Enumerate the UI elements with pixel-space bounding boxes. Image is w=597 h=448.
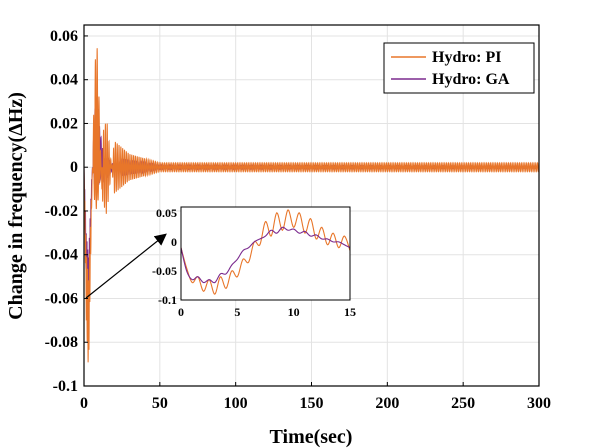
series-line-hydro-pi (84, 48, 539, 363)
inset-x-tick-label: 5 (234, 305, 240, 319)
y-tick-label: -0.1 (53, 378, 78, 395)
y-tick-label: -0.06 (45, 290, 78, 307)
y-axis-ticks: 0.06 0.04 0.02 0 -0.02 -0.04 -0.06 -0.08 -0.1 (45, 28, 88, 395)
inset-x-tick-label: 0 (178, 305, 184, 319)
inset-y-tick-label: 0 (171, 235, 177, 249)
x-axis-ticks: 0 50 100 150 200 250 300 (80, 382, 551, 412)
y-tick-label: -0.02 (45, 203, 78, 220)
inset-series-line-hydro-ga (181, 226, 350, 284)
inset-y-tick-label: -0.1 (158, 293, 177, 307)
inset-y-tick-label: -0.05 (152, 264, 177, 278)
legend-box (383, 42, 535, 94)
x-tick-label: 0 (80, 395, 88, 412)
x-axis-label: Time(sec) (270, 426, 353, 448)
inset-x-ticks: 0 5 10 15 (178, 305, 356, 319)
x-tick-label: 50 (152, 395, 168, 412)
legend: Hydro: PI Hydro: GA (383, 42, 535, 94)
inset-x-tick-label: 10 (288, 305, 300, 319)
y-tick-label: 0.02 (50, 115, 78, 132)
x-tick-label: 300 (527, 395, 551, 412)
x-tick-label: 100 (224, 395, 248, 412)
inset-border (180, 206, 351, 301)
y-axis-label: Change in frequency(ΔHz) (5, 92, 27, 320)
legend-label-hydro-ga: Hydro: GA (432, 71, 510, 88)
inset-chart: 0.05 0 -0.05 -0.1 0 5 10 15 (152, 206, 356, 319)
x-tick-label: 250 (451, 395, 475, 412)
inset-arrow (85, 233, 167, 299)
y-tick-label: 0.04 (50, 72, 78, 89)
y-tick-label: 0.06 (50, 28, 78, 45)
x-tick-label: 200 (375, 395, 399, 412)
inset-y-ticks: 0.05 0 -0.05 -0.1 (152, 206, 177, 307)
y-tick-label: 0 (70, 159, 78, 176)
inset-x-tick-label: 15 (344, 305, 356, 319)
y-tick-label: -0.04 (45, 247, 78, 264)
inset-y-tick-label: 0.05 (156, 206, 177, 220)
legend-label-hydro-pi: Hydro: PI (432, 49, 501, 66)
y-tick-label: -0.08 (45, 334, 78, 351)
x-tick-label: 150 (300, 395, 324, 412)
